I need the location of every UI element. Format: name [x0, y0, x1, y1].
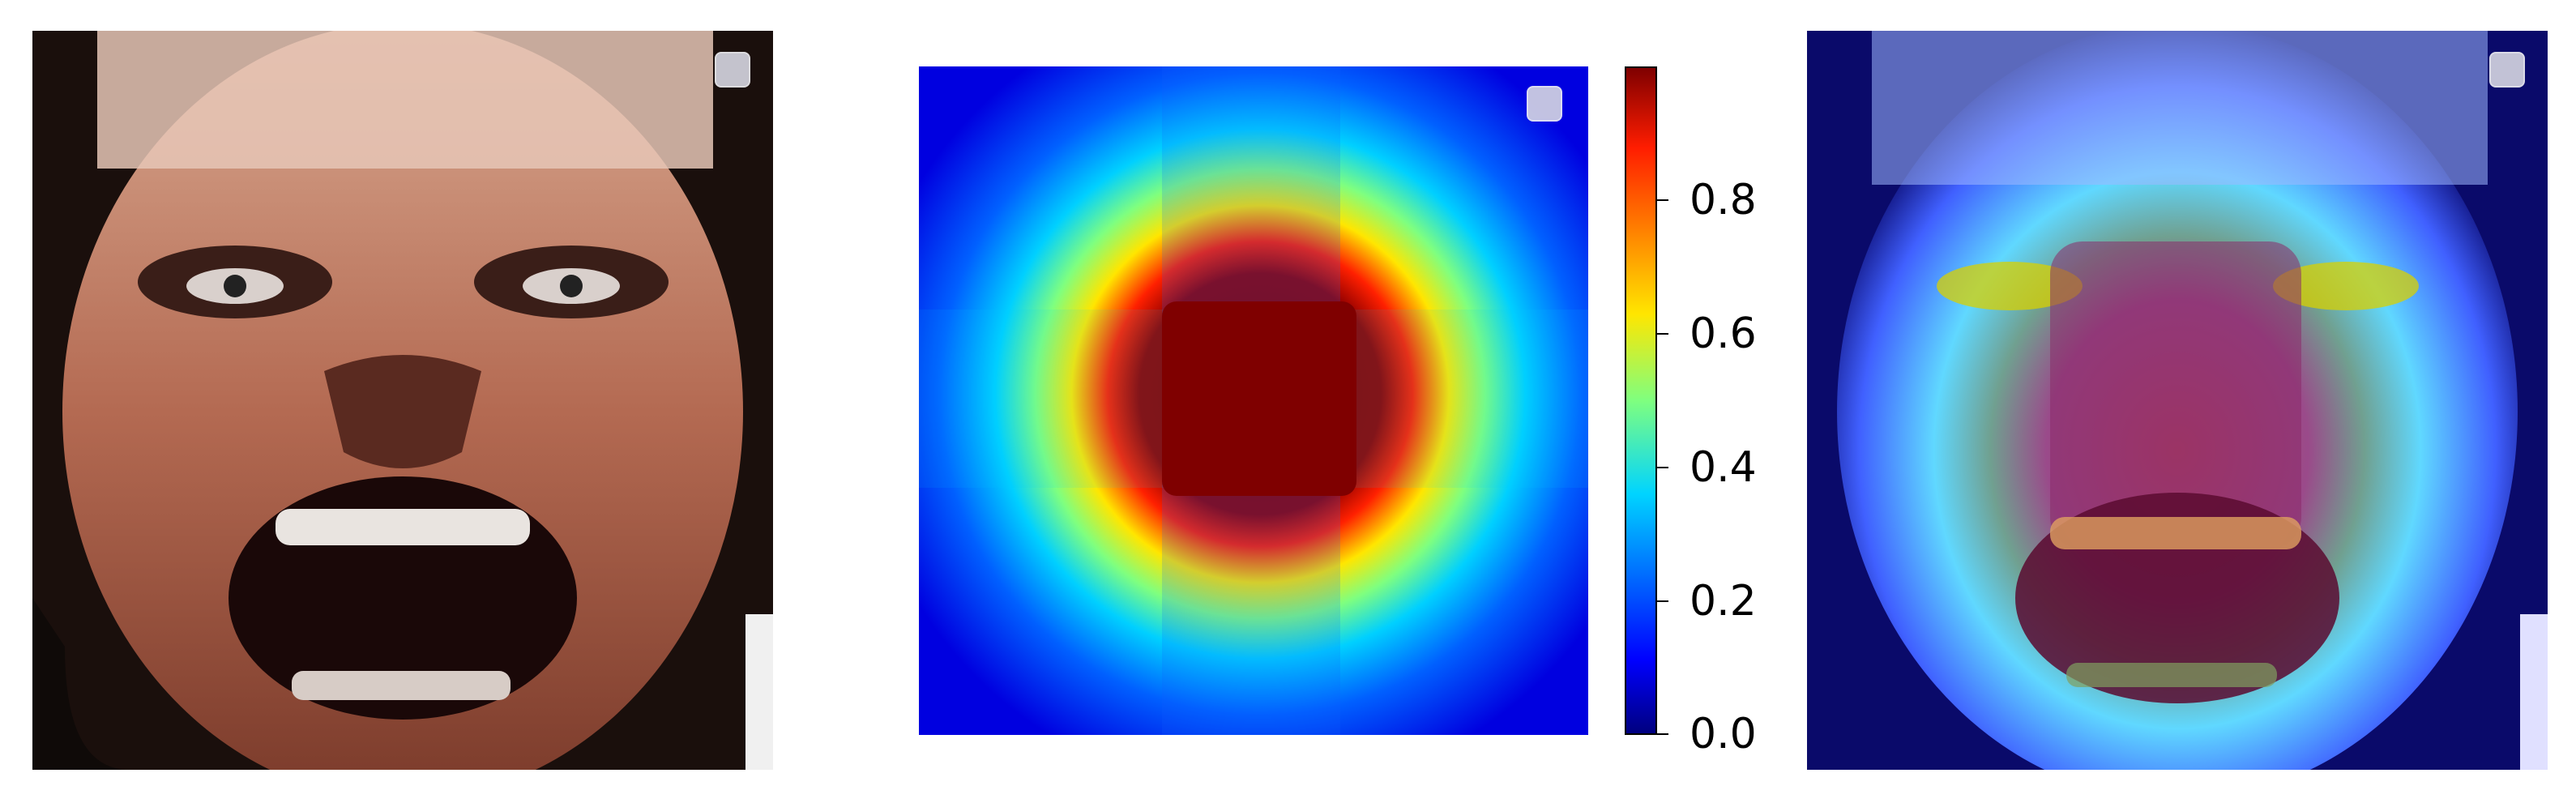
colorbar: [1625, 66, 1657, 735]
empty-legend-marker: [2489, 52, 2525, 88]
heatmap-image: [919, 66, 1588, 735]
face-illustration: [32, 31, 773, 770]
colorbar-tick-label: 0.0: [1690, 710, 1757, 758]
colorbar-tick-label: 0.2: [1690, 577, 1757, 626]
colorbar-tick: [1657, 467, 1668, 468]
colorbar-tick: [1657, 600, 1668, 602]
attention-heatmap: [919, 66, 1588, 735]
colorbar-tick: [1657, 333, 1668, 335]
empty-legend-marker: [715, 52, 750, 88]
colorbar-gradient: [1626, 68, 1655, 733]
colorbar-tick: [1657, 733, 1668, 735]
heatmap-overlay-image: [1807, 31, 2548, 770]
overlay-illustration: [1807, 31, 2548, 770]
colorbar-tick: [1657, 199, 1668, 201]
empty-legend-marker: [1527, 86, 1562, 122]
colorbar-tick-label: 0.8: [1690, 176, 1757, 224]
colorbar-tick-label: 0.6: [1690, 310, 1757, 358]
colorbar-tick-label: 0.4: [1690, 443, 1757, 492]
input-face-image: [32, 31, 773, 770]
